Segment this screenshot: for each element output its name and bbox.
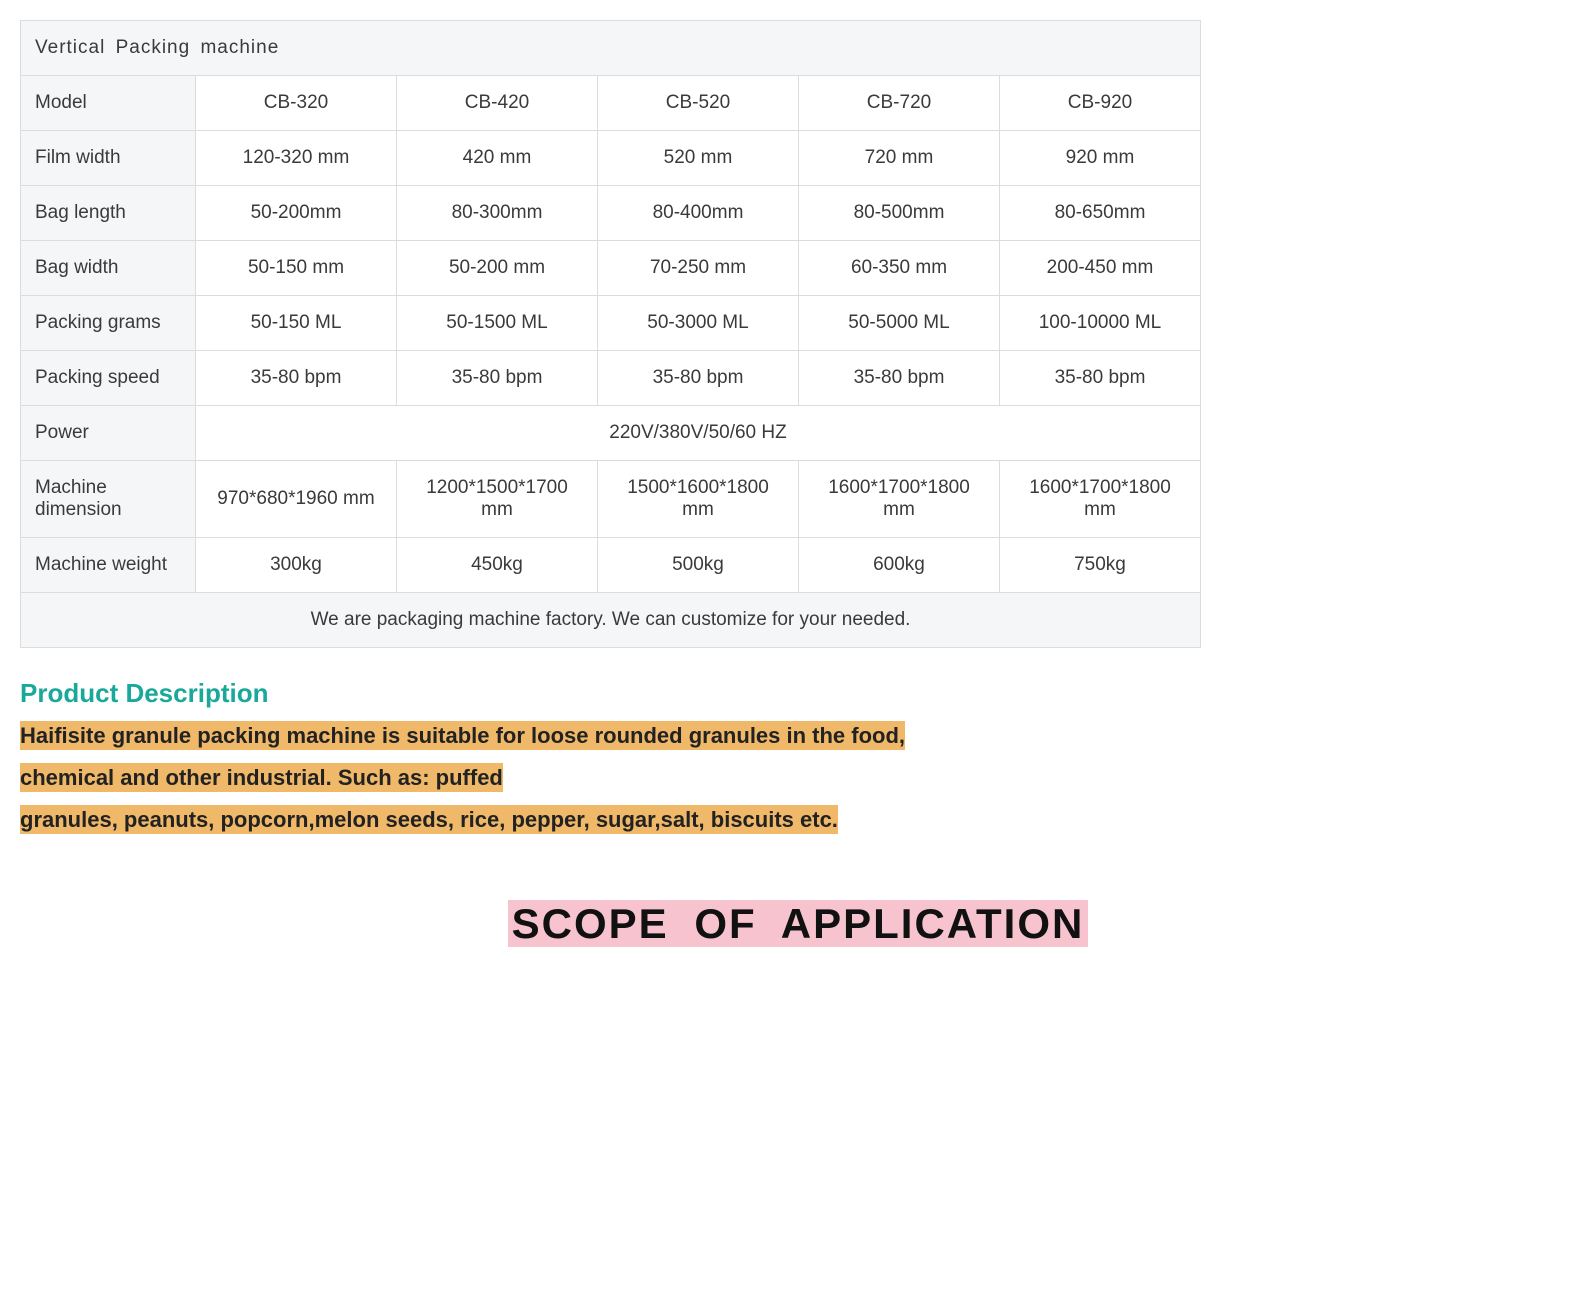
cell-value: 50-5000 ML <box>799 296 1000 351</box>
cell-value: 50-200mm <box>196 186 397 241</box>
spec-table: Vertical Packing machineModelCB-320CB-42… <box>20 20 1201 648</box>
table-footer: We are packaging machine factory. We can… <box>21 593 1201 648</box>
cell-value: 500kg <box>598 538 799 593</box>
cell-value: 80-500mm <box>799 186 1000 241</box>
cell-value: 60-350 mm <box>799 241 1000 296</box>
cell-value: 50-1500 ML <box>397 296 598 351</box>
desc-line-1: Haifisite granule packing machine is sui… <box>20 721 905 750</box>
cell-value: 970*680*1960 mm <box>196 461 397 538</box>
cell-value: 600kg <box>799 538 1000 593</box>
col-header-model: CB-720 <box>799 76 1000 131</box>
cell-value: 520 mm <box>598 131 799 186</box>
cell-value: 80-400mm <box>598 186 799 241</box>
cell-value: 1500*1600*1800 mm <box>598 461 799 538</box>
row-label: Bag width <box>21 241 196 296</box>
cell-value: 80-650mm <box>1000 186 1201 241</box>
spec-table-body: Vertical Packing machineModelCB-320CB-42… <box>21 21 1201 648</box>
cell-value: 720 mm <box>799 131 1000 186</box>
cell-value: 1600*1700*1800 mm <box>799 461 1000 538</box>
row-label: Bag length <box>21 186 196 241</box>
col-header-model: CB-520 <box>598 76 799 131</box>
col-header-label: Model <box>21 76 196 131</box>
row-label: Packing speed <box>21 351 196 406</box>
scope-heading-text: SCOPE OF APPLICATION <box>508 900 1089 947</box>
cell-value: 50-3000 ML <box>598 296 799 351</box>
scope-heading-container: SCOPE OF APPLICATION <box>20 900 1576 948</box>
cell-value: 35-80 bpm <box>1000 351 1201 406</box>
cell-value: 35-80 bpm <box>598 351 799 406</box>
cell-value: 35-80 bpm <box>397 351 598 406</box>
cell-value: 750kg <box>1000 538 1201 593</box>
row-label: Packing grams <box>21 296 196 351</box>
row-label: Power <box>21 406 196 461</box>
cell-value: 50-200 mm <box>397 241 598 296</box>
row-label: Machine dimension <box>21 461 196 538</box>
cell-value: 35-80 bpm <box>196 351 397 406</box>
col-header-model: CB-420 <box>397 76 598 131</box>
desc-line-2: chemical and other industrial. Such as: … <box>20 763 503 792</box>
cell-value: 35-80 bpm <box>799 351 1000 406</box>
cell-value: 120-320 mm <box>196 131 397 186</box>
cell-value: 70-250 mm <box>598 241 799 296</box>
cell-value: 450kg <box>397 538 598 593</box>
table-title: Vertical Packing machine <box>21 21 1201 76</box>
desc-line-3: granules, peanuts, popcorn,melon seeds, … <box>20 805 838 834</box>
cell-value: 920 mm <box>1000 131 1201 186</box>
cell-value: 50-150 ML <box>196 296 397 351</box>
cell-value: 50-150 mm <box>196 241 397 296</box>
row-span-value: 220V/380V/50/60 HZ <box>196 406 1201 461</box>
product-description-heading: Product Description <box>20 678 1576 709</box>
col-header-model: CB-920 <box>1000 76 1201 131</box>
row-label: Film width <box>21 131 196 186</box>
cell-value: 80-300mm <box>397 186 598 241</box>
cell-value: 1200*1500*1700 mm <box>397 461 598 538</box>
cell-value: 420 mm <box>397 131 598 186</box>
cell-value: 1600*1700*1800 mm <box>1000 461 1201 538</box>
cell-value: 100-10000 ML <box>1000 296 1201 351</box>
col-header-model: CB-320 <box>196 76 397 131</box>
cell-value: 300kg <box>196 538 397 593</box>
row-label: Machine weight <box>21 538 196 593</box>
cell-value: 200-450 mm <box>1000 241 1201 296</box>
product-description-text: Haifisite granule packing machine is sui… <box>20 715 1576 840</box>
